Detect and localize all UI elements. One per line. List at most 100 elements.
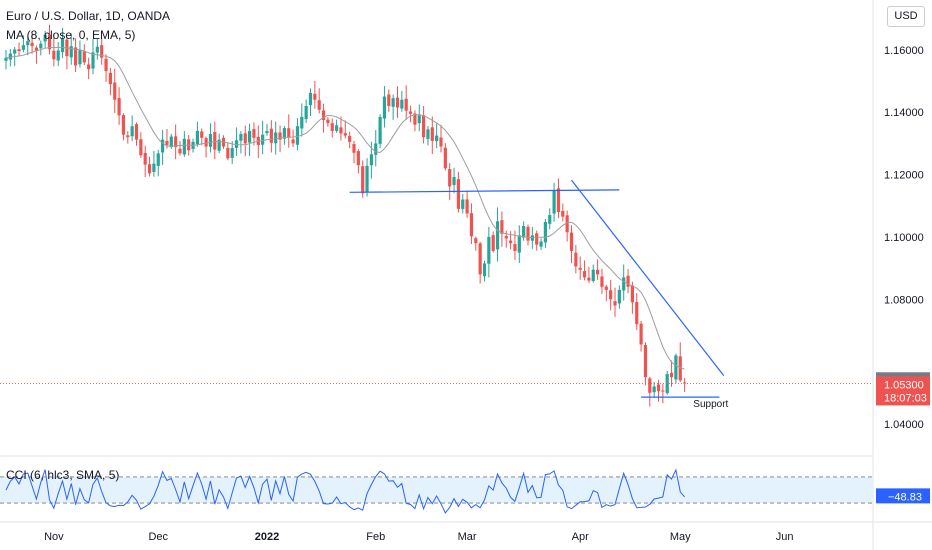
candle-body xyxy=(678,356,682,381)
cci-line xyxy=(5,468,685,514)
candle-body xyxy=(478,243,482,275)
candle-body xyxy=(617,289,621,304)
axes: 1.16000 1.14000 1.12000 1.10000 1.08000 1.040… xyxy=(44,45,930,543)
candle-body xyxy=(530,235,534,241)
candle-body xyxy=(369,154,373,166)
currency-button[interactable]: USD xyxy=(887,6,925,27)
candle-body xyxy=(374,143,378,155)
candle-body xyxy=(487,236,491,264)
candle-body xyxy=(113,82,117,100)
candle-body xyxy=(582,271,587,278)
candle-body xyxy=(561,210,565,217)
candle-body xyxy=(130,126,134,137)
candle-body xyxy=(308,92,313,106)
candle-body xyxy=(652,386,656,393)
candle-body xyxy=(339,127,343,134)
candle-body xyxy=(335,125,339,131)
candle-body xyxy=(448,169,452,187)
candle-body xyxy=(609,290,613,300)
candle-body xyxy=(274,132,278,144)
candle-body xyxy=(422,115,426,138)
candle-body xyxy=(491,235,495,251)
candle-body xyxy=(382,96,387,119)
cci-value-tag xyxy=(876,488,930,504)
candle-body xyxy=(117,98,121,116)
candle-body xyxy=(134,124,139,140)
candle-body xyxy=(596,269,600,275)
candle-body xyxy=(178,148,182,154)
x-tick-label: Nov xyxy=(44,531,64,543)
candle-body xyxy=(600,276,604,287)
candle-body xyxy=(461,199,465,209)
candle-body xyxy=(152,163,156,172)
candle-body xyxy=(387,94,391,106)
candle-body xyxy=(361,166,365,194)
candle-body xyxy=(661,390,665,392)
candle-body xyxy=(343,133,347,136)
candle-body xyxy=(208,134,213,147)
candle-body xyxy=(543,221,547,243)
candle-body xyxy=(578,267,582,270)
candle-body xyxy=(630,285,634,303)
candle-body xyxy=(565,215,569,233)
candle-body xyxy=(87,64,91,70)
ma-legend[interactable]: MA (8, close, 0, EMA, 5) xyxy=(6,28,136,42)
candle-body xyxy=(569,232,574,251)
candle-body xyxy=(378,116,382,144)
last-price-value: 1.05300 xyxy=(884,379,924,391)
y-tick-label: 1.16000 xyxy=(884,45,924,57)
candle-body xyxy=(656,384,661,392)
candle-body xyxy=(243,133,247,144)
candle-body xyxy=(404,98,408,111)
candle-body xyxy=(4,57,8,61)
candle-body xyxy=(17,49,21,52)
candle-body xyxy=(456,179,460,209)
candle-body xyxy=(169,136,173,148)
candle-body xyxy=(330,123,334,131)
cci-value: −48.83 xyxy=(888,491,922,503)
candle-body xyxy=(474,238,478,244)
symbol-title[interactable]: Euro / U.S. Dollar, 1D, OANDA xyxy=(6,9,171,23)
candle-body xyxy=(161,139,165,153)
candle-body xyxy=(226,147,230,159)
candle-body xyxy=(513,244,517,251)
candle-body xyxy=(26,41,30,46)
candle-body xyxy=(495,221,500,250)
cci-legend[interactable]: CCI (6, hlc3, SMA, 5) xyxy=(6,468,120,482)
candle-body xyxy=(552,190,556,214)
candle-body xyxy=(352,144,356,153)
candle-body xyxy=(391,98,395,107)
candle-body xyxy=(91,52,95,69)
candle-body xyxy=(321,110,326,121)
candle-body xyxy=(252,129,256,138)
cci-band xyxy=(0,476,873,504)
candle-body xyxy=(291,139,295,144)
candle-body xyxy=(108,72,112,85)
candle-body xyxy=(500,220,504,234)
candle-body xyxy=(39,43,43,49)
candle-body xyxy=(469,213,474,237)
candle-body xyxy=(156,153,160,166)
candle-body xyxy=(356,151,360,166)
last-price-tag xyxy=(876,376,930,406)
candle-body xyxy=(430,127,434,141)
candle-body xyxy=(195,130,199,145)
candle-body xyxy=(648,378,652,393)
resistance-line xyxy=(349,189,620,193)
candle-body xyxy=(13,49,17,54)
candle-body xyxy=(52,50,56,60)
candle-body xyxy=(635,302,639,325)
candle-body xyxy=(204,138,208,147)
candle-body xyxy=(278,132,282,140)
candle-body xyxy=(465,199,469,214)
candle-body xyxy=(230,148,234,158)
candle-body xyxy=(60,38,65,53)
candle-body xyxy=(509,240,513,244)
candle-body xyxy=(587,277,591,281)
y-tick-label: 1.12000 xyxy=(884,170,924,182)
candle-body xyxy=(239,134,243,141)
candle-body xyxy=(400,99,404,109)
x-tick-label: Feb xyxy=(366,531,385,543)
